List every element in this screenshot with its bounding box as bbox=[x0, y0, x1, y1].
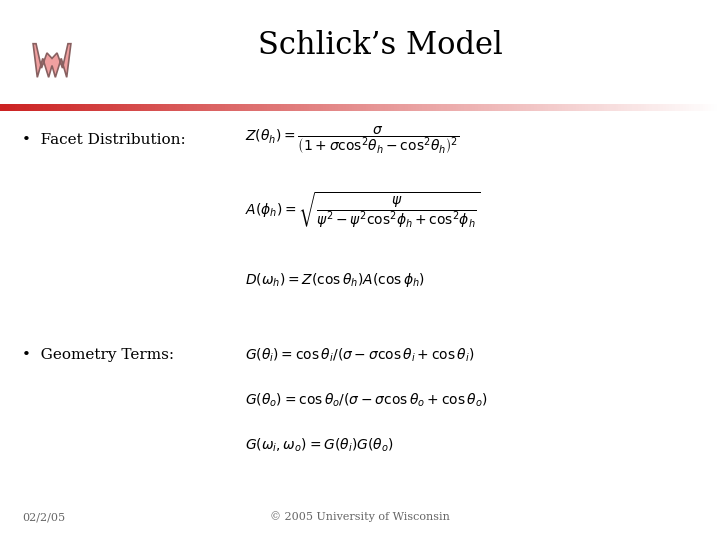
Text: •  Geometry Terms:: • Geometry Terms: bbox=[22, 348, 174, 362]
Polygon shape bbox=[33, 44, 71, 77]
Text: $G(\theta_i)=\cos\theta_i/(\sigma-\sigma\cos\theta_i+\cos\theta_i)$: $G(\theta_i)=\cos\theta_i/(\sigma-\sigma… bbox=[245, 346, 474, 364]
Text: $A(\phi_h)=\sqrt{\dfrac{\psi}{\psi^2-\psi^2\cos^2\!\phi_h+\cos^2\!\phi_h}}$: $A(\phi_h)=\sqrt{\dfrac{\psi}{\psi^2-\ps… bbox=[245, 190, 480, 230]
Text: •  Facet Distribution:: • Facet Distribution: bbox=[22, 133, 186, 147]
Text: $Z(\theta_h)=\dfrac{\sigma}{\left(1+\sigma\cos^2\!\theta_h-\cos^2\!\theta_h\righ: $Z(\theta_h)=\dfrac{\sigma}{\left(1+\sig… bbox=[245, 124, 459, 156]
Text: Schlick’s Model: Schlick’s Model bbox=[258, 30, 503, 60]
Text: $G(\theta_o)=\cos\theta_o/(\sigma-\sigma\cos\theta_o+\cos\theta_o)$: $G(\theta_o)=\cos\theta_o/(\sigma-\sigma… bbox=[245, 392, 487, 409]
Text: $D(\omega_h)=Z(\cos\theta_h)A(\cos\phi_h)$: $D(\omega_h)=Z(\cos\theta_h)A(\cos\phi_h… bbox=[245, 271, 425, 289]
Text: 02/2/05: 02/2/05 bbox=[22, 512, 65, 522]
Text: $G(\omega_i,\omega_o)=G(\theta_i)G(\theta_o)$: $G(\omega_i,\omega_o)=G(\theta_i)G(\thet… bbox=[245, 436, 394, 454]
Text: © 2005 University of Wisconsin: © 2005 University of Wisconsin bbox=[270, 511, 450, 522]
